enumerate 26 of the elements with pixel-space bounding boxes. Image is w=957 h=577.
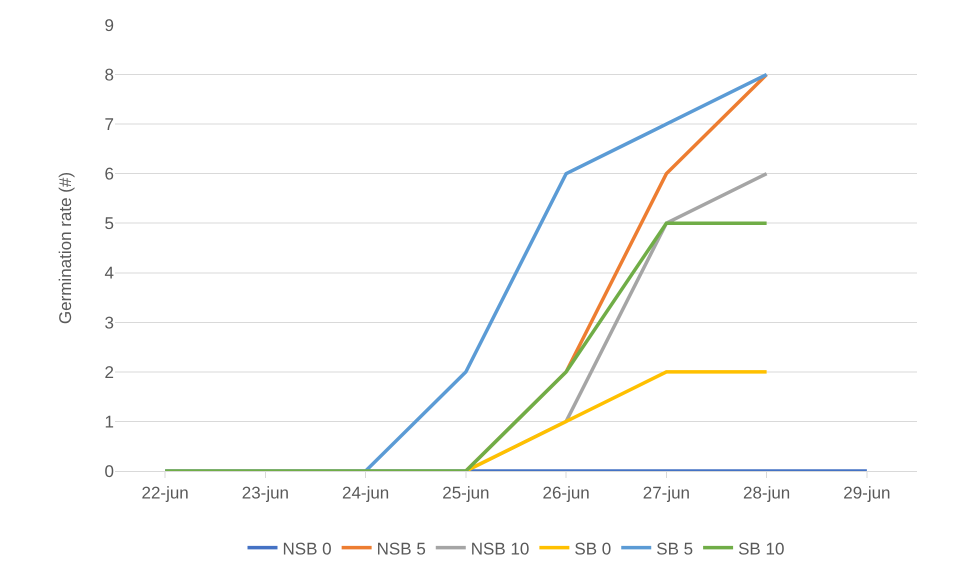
legend-label: SB 0 bbox=[574, 539, 612, 558]
legend-label: NSB 10 bbox=[470, 539, 530, 558]
x-tick-label: 26-jun bbox=[542, 483, 590, 502]
y-tick-label: 2 bbox=[104, 362, 114, 382]
y-tick-label: 6 bbox=[104, 164, 114, 184]
y-tick-label: 0 bbox=[104, 462, 114, 481]
x-tick-label: 27-jun bbox=[642, 483, 690, 502]
legend-label: NSB 0 bbox=[282, 539, 332, 558]
x-tick-label: 24-jun bbox=[342, 483, 390, 502]
x-tick-label: 29-jun bbox=[843, 483, 891, 502]
y-tick-label: 9 bbox=[104, 16, 114, 35]
y-axis-title: Germination rate (#) bbox=[56, 172, 75, 324]
y-tick-label: 8 bbox=[104, 66, 114, 85]
line-series bbox=[364, 72, 768, 471]
y-tick-label: 3 bbox=[104, 313, 114, 332]
legend-label: SB 10 bbox=[738, 539, 784, 558]
legend-label: NSB 5 bbox=[376, 539, 426, 558]
y-tick-label: 5 bbox=[104, 214, 114, 234]
x-tick-label: 25-jun bbox=[442, 483, 490, 502]
y-tick-label: 4 bbox=[104, 264, 114, 283]
legend-label: SB 5 bbox=[656, 539, 694, 558]
y-tick-label: 1 bbox=[104, 412, 114, 432]
x-tick-label: 23-jun bbox=[242, 483, 290, 502]
y-tick-label: 7 bbox=[104, 115, 114, 134]
x-tick-label: 28-jun bbox=[742, 483, 790, 502]
x-tick-label: 22-jun bbox=[141, 483, 189, 502]
